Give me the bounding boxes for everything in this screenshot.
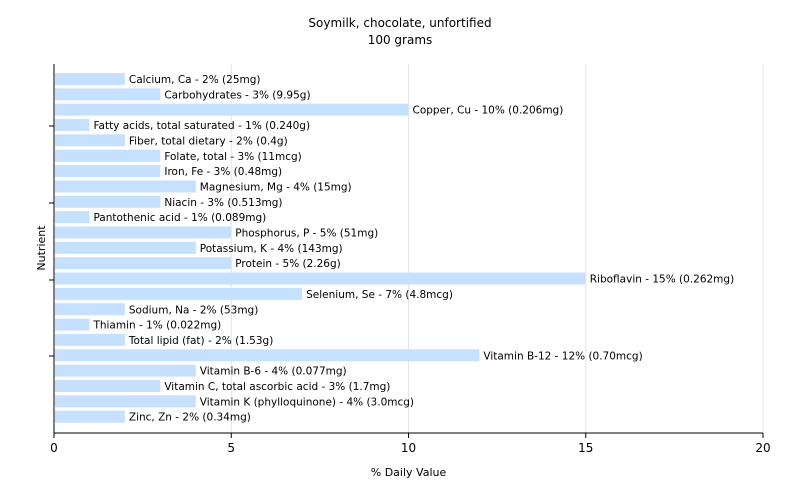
bar-label-21: Vitamin K (phylloquinone) - 4% (3.0mcg): [200, 396, 414, 408]
x-tick-label-0: 0: [50, 441, 58, 455]
bar-label-14: Selenium, Se - 7% (4.8mcg): [306, 289, 453, 301]
bar-8: [55, 195, 161, 208]
bar-1: [55, 88, 161, 101]
bar-2: [55, 103, 409, 116]
x-ticks: 0 5 10 15 20: [50, 433, 771, 455]
bar-11: [55, 241, 196, 254]
bar-label-8: Niacin - 3% (0.513mg): [164, 197, 282, 209]
bar-label-9: Pantothenic acid - 1% (0.089mg): [93, 212, 266, 224]
bar-label-2: Copper, Cu - 10% (0.206mg): [413, 105, 564, 117]
x-tick-label-2: 10: [401, 441, 416, 455]
bar-4: [55, 134, 125, 147]
bar-label-1: Carbohydrates - 3% (9.95g): [164, 89, 310, 101]
x-tick-label-4: 20: [755, 441, 770, 455]
bar-9: [55, 211, 90, 224]
y-ticks: [49, 125, 54, 357]
bar-17: [55, 333, 125, 346]
bar-label-11: Potassium, K - 4% (143mg): [200, 243, 343, 255]
bar-7: [55, 180, 196, 193]
bars: Calcium, Ca - 2% (25mg) Carbohydrates - 3…: [55, 73, 734, 424]
x-tick-label-1: 5: [227, 441, 235, 455]
bar-label-20: Vitamin C, total ascorbic acid - 3% (1.7…: [164, 381, 390, 393]
bar-label-5: Folate, total - 3% (11mcg): [164, 151, 301, 163]
bar-13: [55, 272, 586, 285]
grid-lines: [230, 64, 764, 433]
x-axis-label: % Daily Value: [371, 466, 447, 479]
bar-label-0: Calcium, Ca - 2% (25mg): [129, 74, 261, 86]
bar-21: [55, 395, 196, 408]
chart-title: Soymilk, chocolate, unfortified: [308, 16, 492, 30]
bar-6: [55, 165, 161, 178]
bar-label-16: Thiamin - 1% (0.022mg): [92, 320, 221, 332]
bar-label-4: Fiber, total dietary - 2% (0.4g): [129, 135, 288, 147]
bar-20: [55, 380, 161, 392]
bar-label-18: Vitamin B-12 - 12% (0.70mcg): [483, 350, 642, 362]
bar-label-17: Total lipid (fat) - 2% (1.53g): [128, 335, 273, 347]
bar-label-3: Fatty acids, total saturated - 1% (0.240…: [93, 120, 310, 132]
bar-label-22: Zinc, Zn - 2% (0.34mg): [129, 412, 251, 424]
bar-19: [55, 364, 196, 377]
bar-22: [55, 410, 125, 423]
bar-label-13: Riboflavin - 15% (0.262mg): [590, 274, 734, 286]
bar-3: [55, 119, 90, 132]
chart-subtitle: 100 grams: [367, 33, 433, 47]
bar-14: [55, 287, 303, 300]
bar-0: [55, 73, 125, 85]
bar-label-19: Vitamin B-6 - 4% (0.077mg): [200, 366, 347, 378]
bar-10: [55, 226, 232, 239]
x-tick-label-3: 15: [578, 441, 593, 455]
y-axis-label: Nutrient: [35, 225, 48, 271]
bar-label-10: Phosphorus, P - 5% (51mg): [235, 228, 378, 240]
bar-18: [55, 349, 480, 362]
bar-5: [55, 149, 161, 162]
bar-15: [55, 303, 125, 316]
bar-16: [55, 318, 90, 331]
bar-label-15: Sodium, Na - 2% (53mg): [129, 304, 258, 316]
bar-12: [55, 257, 232, 270]
bar-label-12: Protein - 5% (2.26g): [235, 258, 341, 270]
bar-label-6: Iron, Fe - 3% (0.48mg): [164, 166, 282, 178]
bar-label-7: Magnesium, Mg - 4% (15mg): [200, 181, 352, 193]
